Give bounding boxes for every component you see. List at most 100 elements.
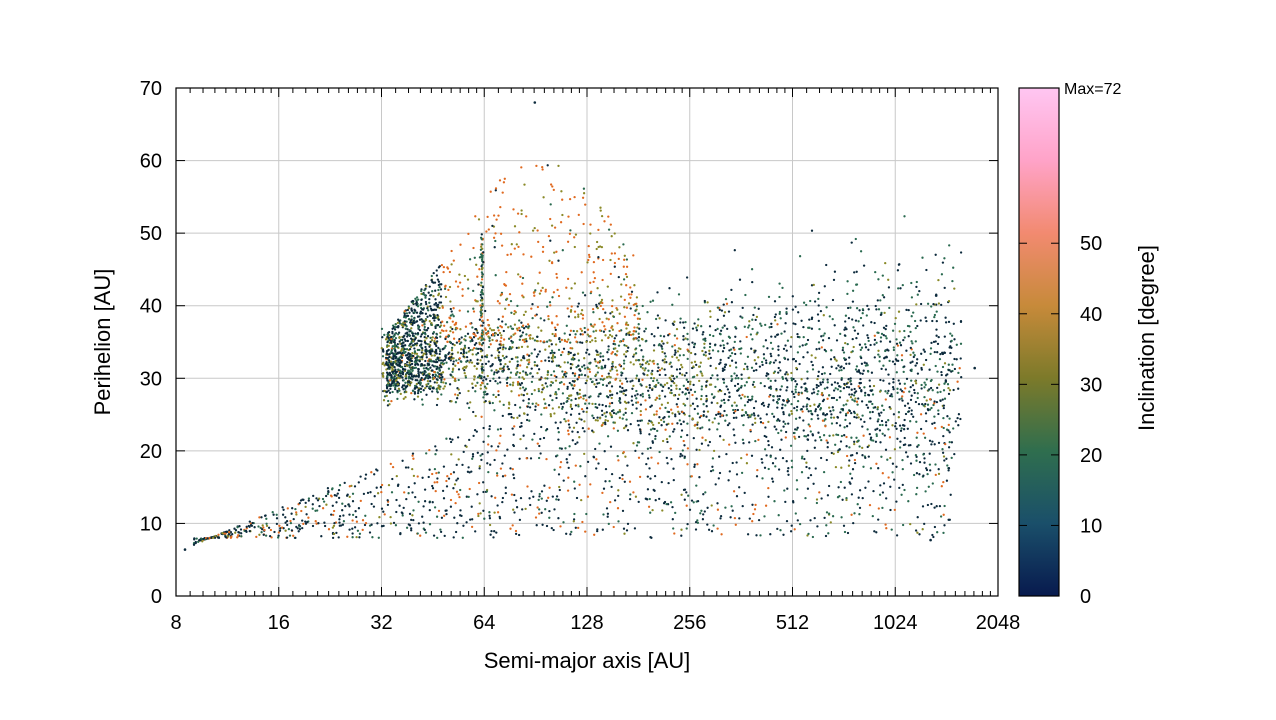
data-point bbox=[351, 513, 355, 517]
data-point bbox=[575, 330, 579, 333]
data-point bbox=[884, 327, 887, 331]
data-point bbox=[811, 535, 815, 539]
data-point bbox=[820, 497, 823, 500]
data-point bbox=[641, 367, 644, 370]
data-point bbox=[844, 341, 847, 345]
data-point bbox=[651, 369, 654, 373]
data-point bbox=[581, 291, 585, 294]
data-point bbox=[443, 324, 446, 327]
data-point bbox=[577, 364, 580, 367]
data-point bbox=[729, 348, 733, 351]
data-point bbox=[786, 373, 789, 376]
data-point bbox=[786, 398, 790, 401]
data-point bbox=[479, 304, 482, 307]
data-point bbox=[458, 418, 462, 421]
data-point bbox=[471, 518, 474, 521]
data-point bbox=[734, 352, 737, 356]
data-point bbox=[413, 390, 417, 394]
data-point bbox=[767, 377, 770, 380]
data-point bbox=[887, 278, 890, 281]
data-point bbox=[950, 334, 954, 337]
data-point bbox=[382, 510, 385, 513]
data-point bbox=[911, 360, 914, 363]
data-point bbox=[756, 331, 759, 334]
data-point bbox=[696, 405, 699, 408]
data-point bbox=[743, 384, 747, 387]
data-point bbox=[653, 474, 657, 478]
data-point bbox=[393, 334, 396, 338]
data-point bbox=[827, 484, 831, 488]
data-point bbox=[601, 423, 604, 427]
data-point bbox=[407, 377, 410, 380]
data-point bbox=[596, 416, 599, 419]
data-point bbox=[436, 481, 439, 484]
data-point bbox=[381, 349, 385, 352]
data-point bbox=[389, 383, 393, 387]
data-point bbox=[901, 523, 905, 527]
data-point bbox=[568, 232, 572, 235]
data-point bbox=[862, 465, 865, 468]
data-point bbox=[578, 417, 581, 420]
data-point bbox=[547, 496, 550, 499]
data-point bbox=[719, 344, 722, 347]
data-point bbox=[821, 419, 825, 422]
data-point bbox=[519, 335, 522, 338]
data-point bbox=[830, 365, 833, 368]
data-point bbox=[866, 406, 870, 409]
data-point bbox=[258, 516, 261, 519]
data-point bbox=[424, 386, 427, 390]
data-point bbox=[501, 191, 504, 194]
data-point bbox=[901, 483, 904, 487]
data-point bbox=[687, 391, 691, 394]
data-point bbox=[472, 310, 476, 313]
data-point bbox=[529, 372, 532, 375]
data-point bbox=[535, 524, 538, 527]
data-point bbox=[703, 346, 706, 349]
data-point bbox=[672, 527, 675, 530]
data-point bbox=[810, 392, 814, 395]
data-point bbox=[840, 434, 844, 438]
data-point bbox=[702, 410, 706, 413]
data-point bbox=[496, 504, 499, 507]
data-point bbox=[326, 487, 330, 490]
data-point bbox=[632, 355, 635, 358]
data-point bbox=[776, 418, 780, 421]
data-point bbox=[931, 319, 934, 323]
data-point bbox=[438, 368, 441, 371]
data-point bbox=[922, 474, 925, 477]
data-point bbox=[608, 329, 611, 333]
data-point bbox=[512, 433, 515, 436]
data-point bbox=[709, 376, 713, 380]
data-point bbox=[696, 421, 699, 424]
data-point bbox=[439, 301, 443, 304]
data-point bbox=[434, 302, 438, 305]
data-point bbox=[948, 244, 951, 247]
data-point bbox=[476, 275, 479, 278]
data-point bbox=[748, 414, 751, 417]
data-point bbox=[853, 512, 856, 515]
data-point bbox=[627, 346, 630, 349]
data-point bbox=[774, 313, 777, 316]
data-point bbox=[501, 320, 504, 323]
data-point bbox=[827, 512, 831, 515]
data-point bbox=[615, 392, 619, 395]
data-point bbox=[805, 407, 809, 411]
data-point bbox=[735, 495, 739, 498]
data-point bbox=[566, 489, 570, 492]
data-point bbox=[855, 307, 859, 310]
data-point bbox=[729, 354, 732, 358]
data-point bbox=[398, 340, 401, 343]
data-point bbox=[942, 389, 946, 392]
data-point bbox=[845, 403, 848, 406]
data-point bbox=[416, 391, 420, 395]
data-point bbox=[677, 347, 681, 350]
data-point bbox=[637, 456, 641, 459]
data-point bbox=[570, 305, 573, 308]
data-point bbox=[329, 494, 333, 497]
data-point bbox=[351, 519, 354, 522]
data-point bbox=[893, 508, 896, 512]
data-point bbox=[806, 338, 810, 342]
data-point bbox=[546, 377, 549, 380]
data-point bbox=[648, 386, 652, 389]
data-point bbox=[894, 421, 897, 425]
